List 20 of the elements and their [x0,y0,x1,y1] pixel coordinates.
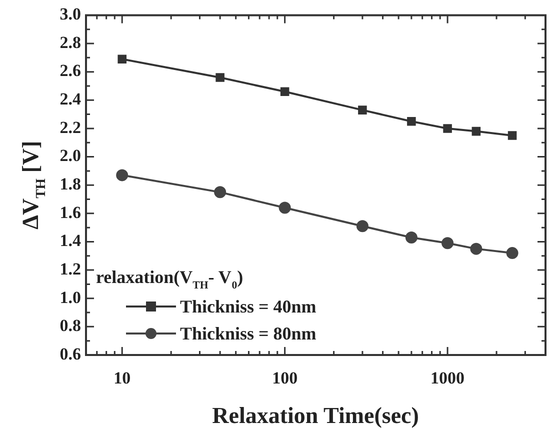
y-tick-label: 2.4 [60,90,82,109]
y-tick-label: 1.4 [60,231,82,250]
y-tick-label: 1.8 [60,174,81,194]
y-tick-label: 2.2 [60,118,81,137]
y-tick-label: 1.0 [60,288,81,307]
legend-label: Thickniss = 80nm [180,324,316,344]
x-tick-label: 1000 [430,368,465,388]
y-tick-label: 2.6 [60,61,81,80]
x-tick-label: 100 [272,368,298,388]
y-tick-label: 2.8 [60,32,81,52]
x-axis-title: Relaxation Time(sec) [212,403,419,428]
legend-label: Thickniss = 40nm [180,296,316,316]
x-tick-label: 10 [114,368,131,388]
y-tick-label: 2.0 [60,146,81,166]
y-axis-title: ΔVTH [V] [18,140,48,230]
y-tick-label: 1.6 [60,202,81,222]
y-tick-label: 3.0 [60,4,81,24]
y-tick-label: 0.8 [60,316,81,336]
y-tick-label: 0.6 [60,344,81,364]
y-tick-label: 1.2 [60,259,81,278]
